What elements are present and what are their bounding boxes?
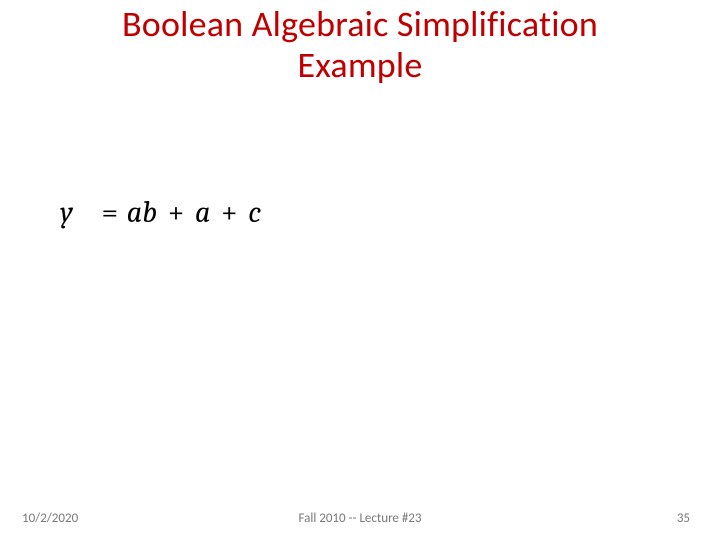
slide: Boolean Algebraic Simplification Example… <box>0 0 720 540</box>
equation-term1-b: b <box>142 195 157 230</box>
slide-title: Boolean Algebraic Simplification Example <box>0 4 720 87</box>
equation-term3: c <box>248 195 261 230</box>
footer-page-number: 35 <box>677 511 690 526</box>
equation-term2: a <box>195 195 210 230</box>
equation-term1-a: a <box>127 195 142 230</box>
equation-lhs: y <box>60 195 75 230</box>
title-line-2: Example <box>297 43 422 87</box>
equals-sign: = <box>82 195 121 230</box>
title-line-1: Boolean Algebraic Simplification <box>122 2 598 46</box>
plus-operator-1: + <box>164 195 189 230</box>
plus-operator-2: + <box>217 195 242 230</box>
equation: y = ab + a + c <box>60 195 261 230</box>
footer-lecture: Fall 2010 -- Lecture #23 <box>0 511 720 526</box>
